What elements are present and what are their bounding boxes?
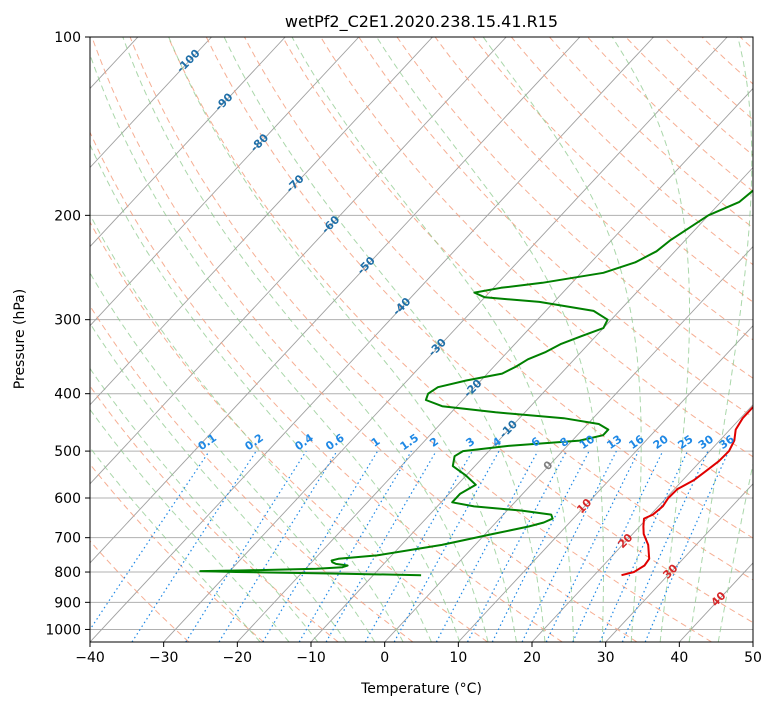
chart-title: wetPf2_C2E1.2020.238.15.41.R15: [285, 12, 558, 32]
isotherm-line: [90, 37, 433, 406]
mixing-ratio-line: [599, 450, 689, 642]
x-axis-title: Temperature (°C): [360, 681, 482, 697]
dry-adiabat-line: [90, 385, 339, 642]
isotherm-layer: [90, 37, 753, 642]
dry-adiabat-line: [129, 37, 712, 642]
dry-adiabat-line: [167, 37, 753, 624]
x-tick-label: 50: [744, 650, 762, 666]
dry-adiabat-layer: [90, 37, 753, 642]
dry-adiabat-line: [358, 37, 753, 418]
isotherm-line: [90, 37, 360, 327]
moist-adiabat-line: [376, 37, 604, 642]
x-tick-label: 0: [380, 650, 389, 666]
dry-adiabat-line: [282, 37, 753, 498]
x-axis-ticks: −40 −30 −20 −10 0 10 20 30 40 50: [75, 642, 762, 666]
moist-adiabat-line: [168, 37, 517, 642]
y-tick-label: 300: [54, 313, 81, 329]
isotherm-line: [90, 37, 212, 169]
x-tick-label: −30: [149, 650, 179, 666]
x-tick-label: 10: [449, 650, 467, 666]
plot-frame: [89, 36, 754, 643]
y-tick-label: 900: [54, 595, 81, 611]
x-tick-label: −10: [296, 650, 326, 666]
isotherm-line: [237, 87, 753, 642]
dry-adiabat-line: [549, 37, 753, 229]
plot-area: 0.1 0.2 0.4 0.6 1 1.5 2 3 4 6 8 10 13 16 20 25 30 36-100-…: [90, 37, 753, 642]
dry-adiabat-line: [205, 37, 753, 581]
moist-adiabat-line: [90, 322, 347, 642]
mixing-ratio-line: [262, 450, 379, 642]
moist-adiabat-line: [90, 213, 404, 642]
moist-adiabat-line: [90, 367, 319, 642]
x-tick-label: 30: [597, 650, 615, 666]
isotherm-line: [458, 324, 753, 642]
mixing-ratio-line: [644, 450, 730, 642]
isotherm-line: [163, 37, 728, 642]
moist-adiabat-line: [90, 408, 290, 642]
dry-adiabat-line: [244, 37, 753, 539]
isotherm-line: [90, 37, 286, 248]
dry-adiabat-line: [587, 37, 753, 192]
x-tick-label: 20: [523, 650, 541, 666]
y-tick-label: 1000: [45, 622, 81, 638]
moist-adiabat-line: [291, 37, 575, 642]
mixing-ratio-line: [435, 450, 539, 642]
isotherm-line: [605, 483, 753, 642]
y-tick-label: 400: [54, 387, 81, 403]
moist-adiabat-line: [90, 271, 376, 642]
dry-adiabat-line: [91, 37, 638, 642]
mixing-ratio-line: [521, 450, 617, 642]
moist-adiabat-line: [717, 461, 753, 642]
mixing-ratio-line: [90, 450, 210, 631]
mixing-ratio-line: [491, 450, 590, 642]
y-axis-ticks: 100 200 300 400 500 600 700 800 900 1000: [45, 30, 90, 638]
mixing-ratio-line: [364, 450, 473, 642]
dry-adiabat-line: [625, 37, 753, 156]
isotherm-line: [310, 166, 753, 642]
isotherm-line: [90, 37, 654, 642]
moist-adiabat-line: [90, 143, 432, 642]
sounding-series-line: [199, 189, 753, 577]
moist-adiabat-line: [223, 37, 546, 642]
mixing-ratio-line: [298, 450, 412, 642]
dry-adiabat-line: [472, 37, 753, 303]
moist-adiabat-layer: [90, 37, 753, 642]
y-tick-label: 500: [54, 444, 81, 460]
mixing-ratio-line: [131, 450, 257, 642]
y-tick-label: 200: [54, 208, 81, 224]
dry-adiabat-line: [90, 131, 563, 642]
isotherm-line: [90, 37, 581, 564]
mixing-ratio-line: [466, 450, 567, 642]
isotherm-line: [531, 404, 753, 642]
moist-adiabat-line: [688, 37, 753, 642]
y-tick-label: 700: [54, 531, 81, 547]
x-tick-label: 40: [670, 650, 688, 666]
y-tick-label: 100: [54, 30, 81, 46]
mixing-ratio-line: [545, 450, 640, 642]
sounding-series-line: [621, 405, 753, 577]
moist-adiabat-line: [482, 37, 642, 642]
y-tick-label: 600: [54, 491, 81, 507]
moist-adiabat-line: [611, 37, 690, 642]
series-layer: [199, 189, 753, 577]
moist-adiabat-line: [122, 37, 489, 642]
mixing-ratio-line: [393, 450, 500, 642]
x-tick-label: −40: [75, 650, 105, 666]
y-axis-title: Pressure (hPa): [12, 289, 28, 389]
mixing-ratio-line: [621, 450, 709, 642]
isotherm-line: [90, 37, 507, 485]
x-tick-label: −20: [223, 650, 253, 666]
y-tick-label: 800: [54, 565, 81, 581]
mixing-ratio-line: [572, 450, 664, 642]
isotherm-line: [384, 245, 753, 642]
moist-adiabat-line: [90, 53, 461, 642]
dry-adiabat-line: [320, 37, 753, 458]
dry-adiabat-line: [90, 221, 488, 642]
